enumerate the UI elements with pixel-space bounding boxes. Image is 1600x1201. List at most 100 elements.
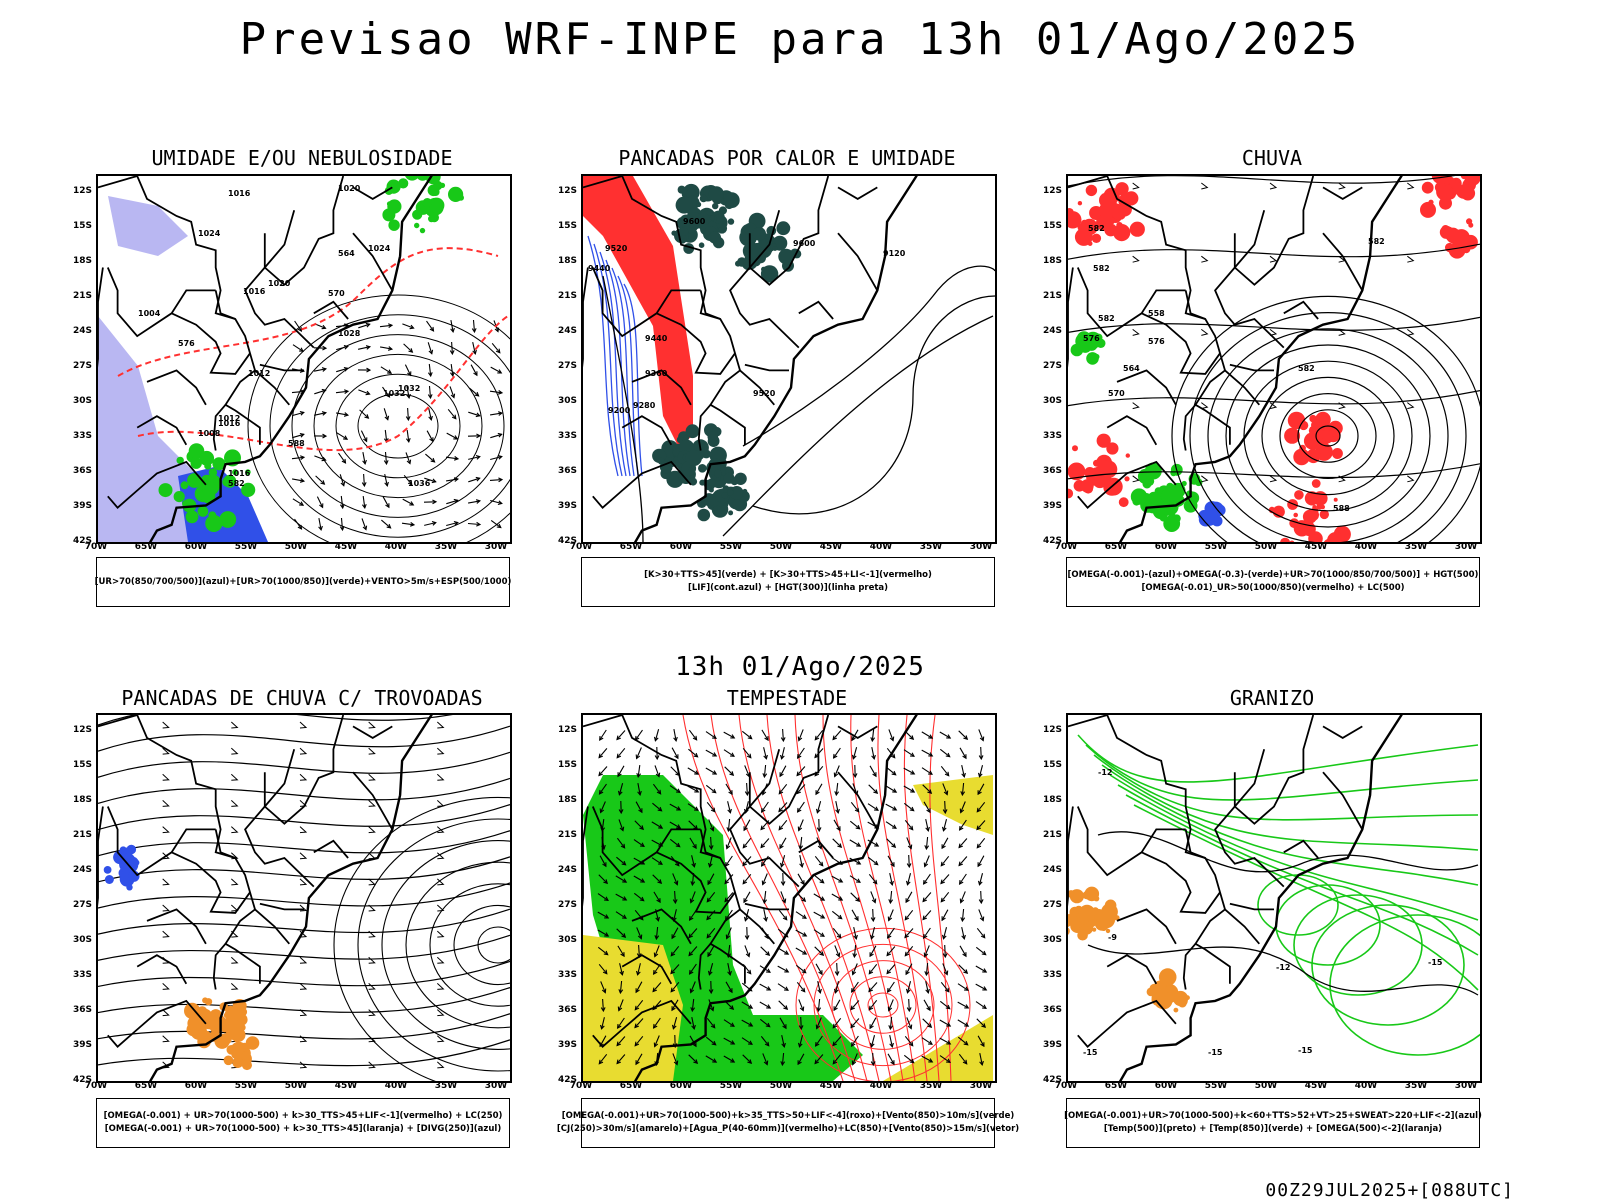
lon-tick-label: 70W <box>569 1081 593 1091</box>
lat-tick-label: 30S <box>72 935 92 945</box>
caption-line: [OMEGA(-0.001)-(azul)+OMEGA(-0.3)-(verde… <box>1067 570 1479 580</box>
lon-tick-label: 50W <box>284 1081 308 1091</box>
rain-area-red <box>1284 411 1343 466</box>
panel-title-chuva: CHUVA <box>1241 146 1303 170</box>
lat-tick-label: 33S <box>72 970 92 980</box>
geography-lines <box>98 715 433 1081</box>
lon-tick-label: 35W <box>1404 1081 1428 1091</box>
contour-label: 1020 <box>268 279 291 288</box>
lon-tick-label: 55W <box>234 1081 258 1091</box>
geography-lines <box>583 176 918 542</box>
contour-label: 1016 <box>228 189 251 198</box>
lat-tick-label: 12S <box>1042 186 1062 196</box>
main-title: Previsao WRF-INPE para 13h 01/Ago/2025 <box>239 14 1361 65</box>
lon-tick-label: 65W <box>134 542 158 552</box>
lon-tick-label: 60W <box>669 1081 693 1091</box>
lat-tick-label: 18S <box>1042 795 1062 805</box>
instability-area-teal <box>652 423 734 491</box>
lon-tick-label: 55W <box>234 542 258 552</box>
lat-tick-label: 33S <box>557 970 577 980</box>
lat-tick-label: 30S <box>72 396 92 406</box>
geography-lines <box>1068 176 1403 542</box>
lat-tick-label: 27S <box>557 361 577 371</box>
lat-tick-label: 33S <box>557 431 577 441</box>
pressure-isobars <box>247 294 510 542</box>
lon-tick-label: 65W <box>134 1081 158 1091</box>
lon-tick-label: 65W <box>619 1081 643 1091</box>
streamlines-250hpa <box>98 715 510 1069</box>
lat-tick-label: 39S <box>1042 1040 1062 1050</box>
map-canvas-umidade: 1016102010241016101210161020102410281032… <box>98 176 510 542</box>
lon-tick-label: 70W <box>1054 542 1078 552</box>
legend-caption-chuva: [OMEGA(-0.001)-(azul)+OMEGA(-0.3)-(verde… <box>1066 557 1480 607</box>
lon-tick-label: 45W <box>334 542 358 552</box>
lon-tick-label: 35W <box>434 1081 458 1091</box>
lat-tick-label: 27S <box>1042 900 1062 910</box>
contour-label: 576 <box>1148 337 1165 346</box>
contour-label: 564 <box>338 249 355 258</box>
instability-area-teal <box>671 183 740 254</box>
caption-line: [LIF](cont.azul) + [HGT(300)](linha pret… <box>687 583 889 593</box>
streamline-loops-red <box>795 927 971 1081</box>
lon-tick-label: 50W <box>284 542 308 552</box>
lon-tick-label: 45W <box>334 1081 358 1091</box>
map-panel-tempestade <box>581 713 997 1083</box>
lat-tick-label: 21S <box>557 291 577 301</box>
lat-tick-label: 30S <box>1042 935 1062 945</box>
lat-tick-label: 39S <box>72 1040 92 1050</box>
contour-labels: -9 -12 -15 -12 -15 -15 -15 <box>1083 768 1443 1057</box>
rain-area-red <box>1068 182 1145 246</box>
wind-vectors <box>597 728 988 1067</box>
lat-tick-label: 42S <box>1042 1075 1062 1085</box>
instability-area-red <box>583 176 693 446</box>
legend-caption-pancadas-calor: [K>30+TTS>45](verde) + [K>30+TTS>45+LI<-… <box>581 557 995 607</box>
lat-tick-label: 15S <box>1042 760 1062 770</box>
lat-tick-label: 15S <box>557 760 577 770</box>
contour-label: 582 <box>1088 224 1105 233</box>
panel-title-umidade: UMIDADE E/OU NEBULOSIDADE <box>151 146 453 170</box>
panel-title-pancadas-trovoadas: PANCADAS DE CHUVA C/ TROVOADAS <box>121 686 483 710</box>
lat-tick-label: 36S <box>557 1005 577 1015</box>
lat-tick-label: 39S <box>557 1040 577 1050</box>
height-500hpa-streamlines <box>1068 176 1480 483</box>
contour-label: -12 <box>1276 963 1290 972</box>
contour-label: 564 <box>1123 364 1140 373</box>
contour-label: -15 <box>1208 1048 1223 1057</box>
contour-label: 9440 <box>588 264 611 273</box>
contour-label: 9600 <box>683 217 706 226</box>
humidity-area-green <box>382 176 464 234</box>
lon-tick-label: 65W <box>1104 1081 1128 1091</box>
lon-tick-label: 70W <box>84 542 108 552</box>
lon-tick-label: 60W <box>184 1081 208 1091</box>
contour-label: 582 <box>1298 364 1315 373</box>
lat-tick-label: 18S <box>72 795 92 805</box>
map-panel-granizo: -9 -12 -15 -12 -15 -15 -15 <box>1066 713 1482 1083</box>
contour-label: -15 <box>1428 958 1443 967</box>
lat-tick-label: 36S <box>72 1005 92 1015</box>
lon-tick-label: 50W <box>769 542 793 552</box>
lat-tick-label: 42S <box>72 536 92 546</box>
lat-tick-label: 24S <box>557 865 577 875</box>
geography-lines <box>98 176 433 542</box>
lon-tick-label: 45W <box>1304 1081 1328 1091</box>
contour-label: 9600 <box>793 239 816 248</box>
height-300hpa-contours <box>602 265 995 542</box>
lat-tick-label: 39S <box>557 501 577 511</box>
caption-line: [OMEGA(-0.001)+UR>70(1000-500)+k<60+TTS>… <box>1064 1111 1482 1121</box>
lon-tick-label: 50W <box>1254 1081 1278 1091</box>
lat-tick-label: 42S <box>557 536 577 546</box>
contour-label: 1032 <box>383 389 405 398</box>
contour-labels: 582 582 582 582 576 570 564 558 576 582 588 <box>1083 224 1385 513</box>
lifted-index-contours <box>587 235 643 477</box>
lon-tick-label: 50W <box>769 1081 793 1091</box>
contour-label: -9 <box>1108 933 1117 942</box>
contour-label: 1012 <box>218 414 240 423</box>
lon-tick-label: 30W <box>1454 542 1478 552</box>
lon-tick-label: 70W <box>84 1081 108 1091</box>
lon-tick-label: 55W <box>719 1081 743 1091</box>
contour-label: 1020 <box>338 184 361 193</box>
lat-tick-label: 33S <box>72 431 92 441</box>
lon-tick-label: 30W <box>969 542 993 552</box>
contour-label: 1024 <box>198 229 221 238</box>
